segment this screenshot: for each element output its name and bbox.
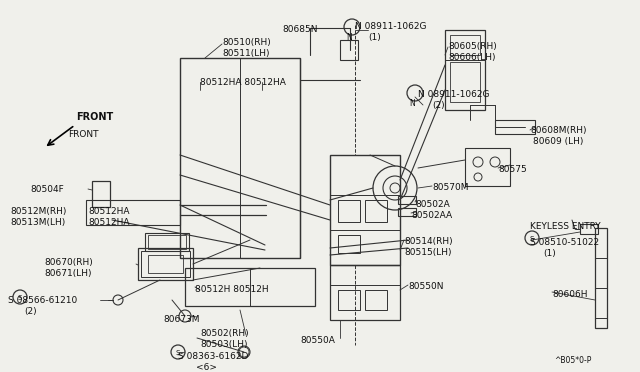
Bar	[180, 58, 300, 258]
Text: (1): (1)	[543, 249, 556, 258]
Text: 80550N: 80550N	[408, 282, 444, 291]
Bar	[595, 228, 607, 328]
Text: 80503(LH): 80503(LH)	[200, 340, 248, 349]
Bar	[148, 255, 183, 273]
Bar	[465, 148, 510, 186]
Bar	[338, 200, 360, 222]
Text: FRONT: FRONT	[68, 130, 99, 139]
Text: S: S	[530, 236, 534, 242]
Text: (2): (2)	[432, 101, 445, 110]
Bar	[330, 155, 400, 265]
Text: 80514(RH): 80514(RH)	[404, 237, 452, 246]
Bar	[340, 40, 358, 60]
Text: 80504F: 80504F	[30, 185, 64, 194]
Text: 80550A: 80550A	[300, 336, 335, 345]
Text: N 08911-1062G: N 08911-1062G	[418, 90, 490, 99]
Text: ^B05*0-P: ^B05*0-P	[554, 356, 591, 365]
Text: 80502(RH): 80502(RH)	[200, 329, 248, 338]
Bar	[338, 290, 360, 310]
Text: 80609 (LH): 80609 (LH)	[533, 137, 584, 146]
Text: S: S	[176, 350, 180, 356]
Bar	[92, 181, 110, 207]
Text: FRONT: FRONT	[76, 112, 113, 122]
Text: <6>: <6>	[196, 363, 217, 372]
Text: N: N	[409, 99, 415, 108]
Bar	[580, 224, 598, 234]
Text: 80670(RH): 80670(RH)	[44, 258, 93, 267]
Text: 80510(RH): 80510(RH)	[222, 38, 271, 47]
Bar	[138, 248, 193, 280]
Bar	[365, 290, 387, 310]
Bar	[495, 120, 535, 134]
Text: 80606H: 80606H	[552, 290, 588, 299]
Text: S 08510-51022: S 08510-51022	[530, 238, 599, 247]
Bar	[148, 235, 186, 249]
Text: N 08911-1062G: N 08911-1062G	[355, 22, 426, 31]
Text: 80512HA 80512HA: 80512HA 80512HA	[200, 78, 286, 87]
Bar	[450, 35, 480, 55]
Text: 80671(LH): 80671(LH)	[44, 269, 92, 278]
Text: 80513M(LH): 80513M(LH)	[10, 218, 65, 227]
Bar	[398, 196, 416, 204]
Text: 80515(LH): 80515(LH)	[404, 248, 451, 257]
Bar	[450, 62, 480, 102]
Text: 80608M(RH): 80608M(RH)	[530, 126, 586, 135]
Bar	[365, 200, 387, 222]
Text: 80605(RH): 80605(RH)	[448, 42, 497, 51]
Bar	[330, 265, 400, 320]
Text: 80570M: 80570M	[432, 183, 468, 192]
Text: S 08566-61210: S 08566-61210	[8, 296, 77, 305]
Bar	[141, 251, 190, 277]
Bar	[185, 268, 315, 306]
Bar	[398, 208, 416, 216]
Text: 80606(LH): 80606(LH)	[448, 53, 495, 62]
Text: S 08363-6162D: S 08363-6162D	[178, 352, 248, 361]
Text: (2): (2)	[24, 307, 36, 316]
Text: KEYLESS ENTRY: KEYLESS ENTRY	[530, 222, 600, 231]
Text: 80512H 80512H: 80512H 80512H	[195, 285, 269, 294]
Text: 80512M(RH): 80512M(RH)	[10, 207, 67, 216]
Bar	[86, 200, 180, 225]
Text: S: S	[18, 295, 22, 301]
Text: 80685N: 80685N	[282, 25, 317, 34]
Bar	[338, 235, 360, 253]
Text: 80502AA: 80502AA	[411, 211, 452, 220]
Text: 80673M: 80673M	[163, 315, 200, 324]
Text: 80575: 80575	[498, 165, 527, 174]
Bar	[445, 30, 485, 110]
Text: 80502A: 80502A	[415, 200, 450, 209]
Bar	[145, 233, 189, 251]
Text: (1): (1)	[368, 33, 381, 42]
Text: 80512HA: 80512HA	[88, 218, 129, 227]
Text: 80511(LH): 80511(LH)	[222, 49, 269, 58]
Text: 80512HA: 80512HA	[88, 207, 129, 216]
Text: N: N	[346, 33, 352, 42]
